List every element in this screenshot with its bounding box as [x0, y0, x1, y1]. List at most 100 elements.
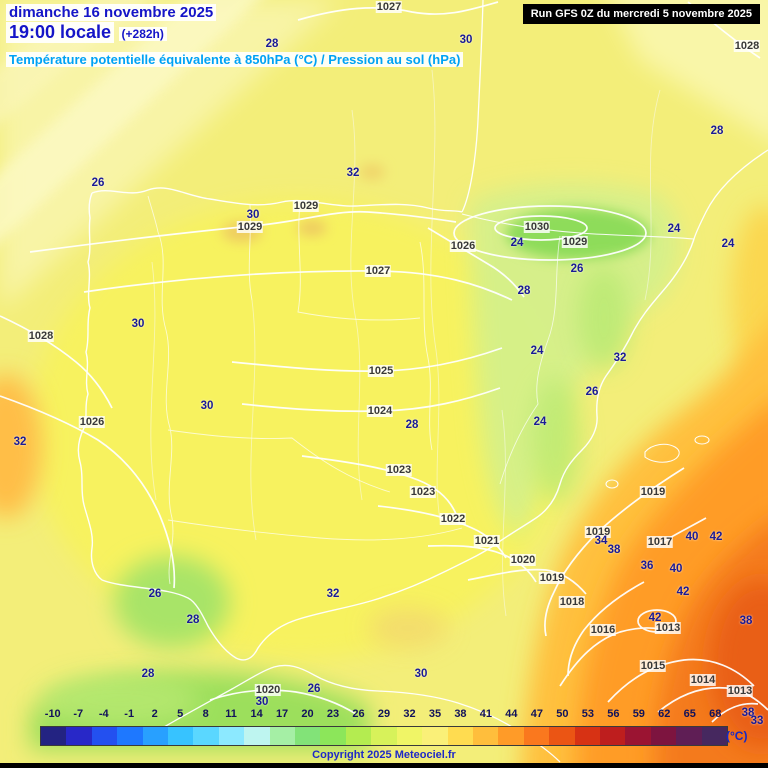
scale-tick-label: 8 — [202, 708, 209, 720]
pressure-label: 1020 — [509, 554, 537, 566]
scale-tick-label: 17 — [275, 708, 289, 720]
scale-tick-label: -4 — [98, 708, 109, 720]
theta-e-label: 42 — [676, 586, 690, 598]
color-scale-bar — [40, 726, 728, 746]
scale-cell — [625, 727, 651, 745]
forecast-time: 19:00 locale — [6, 22, 115, 43]
island-ibiza — [605, 479, 619, 489]
theta-e-label: 38 — [607, 544, 621, 556]
copyright-link[interactable]: Copyright 2025 Meteociel.fr — [312, 749, 456, 761]
scale-cell — [523, 727, 550, 745]
parameter-title: Température potentielle équivalente à 85… — [6, 52, 464, 67]
theta-e-label: 33 — [750, 715, 764, 727]
scale-cell — [91, 727, 118, 745]
scale-cell — [701, 727, 727, 745]
theta-e-label: 24 — [530, 345, 544, 357]
pressure-label: 1020 — [254, 684, 282, 696]
pressure-label: 1023 — [385, 464, 413, 476]
scale-cell — [396, 727, 423, 745]
scale-cell — [142, 727, 169, 745]
theta-e-label: 26 — [91, 177, 105, 189]
scale-cell — [574, 727, 600, 745]
pressure-label: 1029 — [292, 200, 320, 212]
scale-tick-label: 38 — [454, 708, 467, 720]
theta-e-label: 28 — [710, 125, 724, 137]
scale-tick-label: 23 — [326, 708, 340, 720]
theta-e-label: 26 — [570, 263, 584, 275]
theta-e-label: 40 — [685, 531, 699, 543]
scale-cell — [320, 727, 346, 745]
scale-cell — [599, 727, 626, 745]
pressure-label: 1017 — [646, 536, 674, 548]
theta-e-label: 28 — [141, 668, 155, 680]
pressure-label: 1019 — [639, 486, 667, 498]
coastline-france-mediterranean — [693, 149, 768, 240]
scale-tick-label: 5 — [177, 708, 184, 720]
scale-cell — [218, 727, 245, 745]
scale-cell — [472, 727, 499, 745]
scale-tick-label: 53 — [581, 708, 594, 720]
scale-tick-label: 35 — [428, 708, 442, 720]
scale-tick-label: -1 — [124, 708, 135, 720]
pressure-label: 1018 — [558, 596, 586, 608]
theta-e-label: 28 — [265, 38, 279, 50]
pressure-label: 1029 — [236, 221, 264, 233]
pressure-label: 1030 — [523, 221, 551, 233]
theta-e-label: 30 — [255, 696, 269, 708]
scale-tick-label: 14 — [250, 708, 263, 720]
theta-e-label: 26 — [148, 588, 162, 600]
pressure-label: 1024 — [366, 405, 394, 417]
theta-e-label: 26 — [307, 683, 321, 695]
isobar-contour-lines — [0, 1, 768, 723]
theta-e-label: 32 — [346, 167, 360, 179]
scale-cell — [676, 727, 702, 745]
coastline-africa — [141, 664, 561, 763]
pressure-label: 1027 — [375, 1, 403, 13]
pressure-label: 1025 — [367, 365, 395, 377]
theta-e-label: 38 — [739, 615, 753, 627]
scale-tick-label: 20 — [301, 708, 314, 720]
theta-e-label: 40 — [669, 563, 683, 575]
pressure-label: 1014 — [689, 674, 717, 686]
theta-e-label: 28 — [186, 614, 200, 626]
pressure-label: 1022 — [439, 513, 467, 525]
border-pyrenees — [461, 213, 695, 240]
model-run-info: Run GFS 0Z du mercredi 5 novembre 2025 — [522, 4, 760, 24]
coastline-iberia-north — [91, 187, 463, 213]
pressure-label: 1013 — [654, 622, 682, 634]
scale-tick-label: 65 — [683, 708, 696, 720]
bottom-black-bar — [0, 763, 768, 768]
scale-cell — [371, 727, 397, 745]
scale-cell — [345, 727, 372, 745]
theta-e-label: 26 — [585, 386, 599, 398]
scale-tick-label: 50 — [556, 708, 569, 720]
scale-cell — [498, 727, 524, 745]
scale-unit-label: (°C) — [726, 729, 748, 743]
theta-e-label: 30 — [246, 209, 260, 221]
pressure-label: 1028 — [733, 40, 761, 52]
theta-e-label: 28 — [405, 419, 419, 431]
scale-cell — [447, 727, 473, 745]
forecast-hour-offset: (+282h) — [118, 27, 167, 41]
interior-borders — [147, 195, 561, 585]
pressure-label: 1016 — [589, 624, 617, 636]
theta-e-label: 24 — [721, 238, 735, 250]
scale-cell — [650, 727, 677, 745]
pressure-label: 1013 — [726, 685, 754, 697]
scale-cell — [269, 727, 296, 745]
scale-tick-label: 68 — [709, 708, 722, 720]
scale-cell — [41, 727, 67, 745]
scale-tick-label: 59 — [632, 708, 645, 720]
scale-tick-label: 56 — [607, 708, 620, 720]
scale-cell — [295, 727, 321, 745]
pressure-label: 1029 — [561, 236, 589, 248]
pressure-label: 1026 — [449, 240, 477, 252]
scale-tick-label: 47 — [530, 708, 543, 720]
scale-tick-label: -10 — [44, 708, 61, 720]
theta-e-label: 36 — [640, 560, 654, 572]
scale-cell — [117, 727, 143, 745]
scale-cell — [168, 727, 194, 745]
scale-tick-label: -7 — [73, 708, 84, 720]
scale-cell — [549, 727, 575, 745]
